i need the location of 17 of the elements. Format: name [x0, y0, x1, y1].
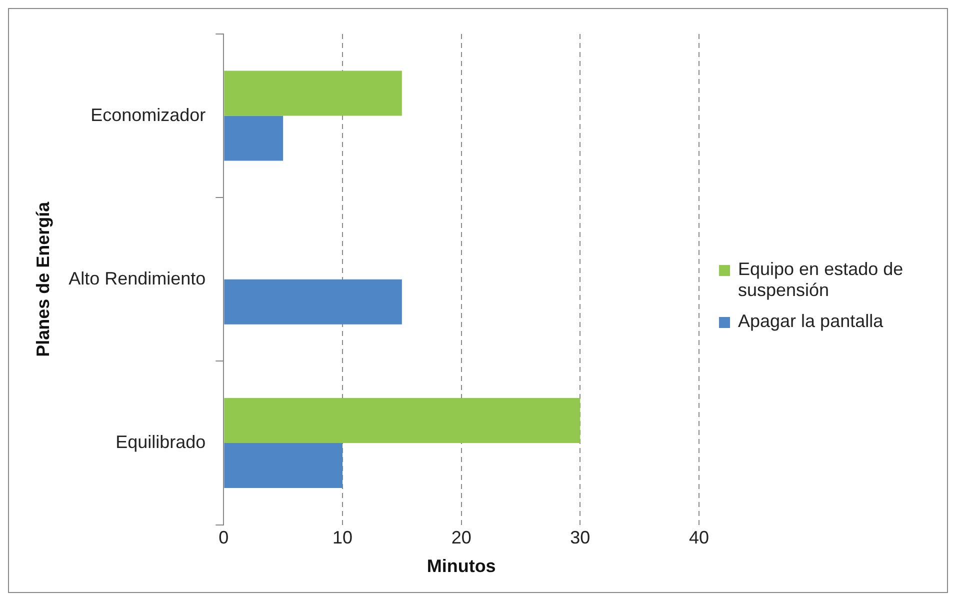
legend-label: Apagar la pantalla	[738, 311, 884, 332]
bar	[224, 70, 402, 116]
x-tick-label: 10	[332, 528, 353, 548]
bar	[224, 398, 580, 443]
bar	[224, 116, 284, 161]
legend-label: Equipo en estado de suspensión	[738, 259, 904, 301]
x-tick-label: 30	[570, 528, 590, 548]
y-tick-label: Economizador	[90, 104, 206, 125]
x-tick-label: 40	[688, 528, 710, 548]
y-axis-title: Planes de Energía	[32, 200, 53, 357]
bar	[224, 279, 402, 324]
y-tick-label: Alto Rendimiento	[68, 268, 206, 288]
bar	[224, 443, 343, 488]
x-tick-label: 0	[218, 528, 229, 548]
y-tick-label: Equilibrado	[116, 432, 206, 452]
x-tick-label: 20	[451, 528, 472, 548]
x-axis-title: Minutos	[426, 556, 496, 576]
